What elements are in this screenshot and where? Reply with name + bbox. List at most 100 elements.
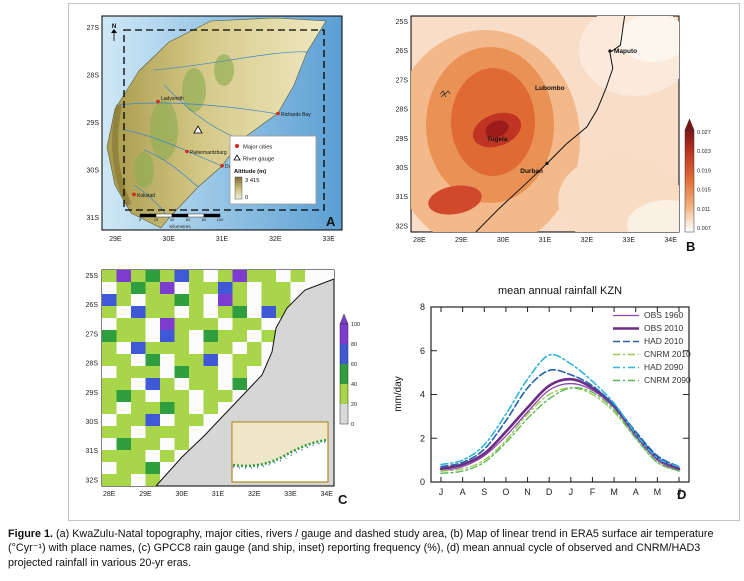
grid-cell — [247, 270, 262, 282]
legend-river-gauge-label: River gauge — [243, 157, 274, 163]
tick-label: J — [569, 487, 574, 497]
grid-cell — [102, 294, 117, 306]
grid-cell — [145, 462, 160, 474]
legend-label: CNRM 2010 — [644, 349, 691, 359]
caption-text: (a) KwaZulu-Natal topography, major citi… — [8, 528, 714, 569]
tick-label: 32E — [581, 237, 594, 244]
grid-cell — [218, 270, 233, 282]
tick-label: 0.019 — [697, 168, 711, 174]
grid-cell — [203, 354, 218, 366]
grid-cell — [102, 342, 117, 354]
grid-cell — [160, 426, 175, 438]
grid-cell — [203, 282, 218, 294]
tick-label: 29E — [109, 236, 122, 243]
grid-cell — [232, 306, 247, 318]
place-label-lubombo: Lubombo — [535, 85, 565, 92]
legend-line-sample — [613, 379, 639, 381]
tick-label: 32S — [396, 223, 409, 230]
grid-cell — [116, 354, 131, 366]
grid-cell — [116, 390, 131, 402]
tick-label: 26S — [86, 302, 99, 309]
tick-label: 31E — [216, 236, 229, 243]
grid-cell — [203, 390, 218, 402]
grid-cell — [261, 306, 276, 318]
grid-cell — [145, 426, 160, 438]
grid-cell — [160, 306, 175, 318]
grid-cell — [160, 402, 175, 414]
tick-label: 31S — [396, 194, 409, 201]
grid-cell — [145, 306, 160, 318]
grid-cell — [145, 354, 160, 366]
durban-dot — [545, 161, 549, 165]
inset-coast-gauges-green — [232, 438, 328, 468]
tick-label: O — [502, 487, 509, 497]
legend-river-gauge-triangle-icon — [233, 154, 241, 161]
grid-cell — [174, 438, 189, 450]
panel-b-y-ticks: 25S 26S 27S 28S 29S 30S 31S 32S — [396, 19, 409, 230]
grid-cell — [174, 330, 189, 342]
tick-label: 29S — [86, 390, 99, 397]
grid-cell — [218, 342, 233, 354]
land-layer — [106, 17, 327, 229]
grid-cell — [232, 270, 247, 282]
tick-label: M — [654, 487, 662, 497]
legend-item: OBS 2010 — [613, 323, 691, 333]
series-line-obs-1960 — [440, 382, 680, 472]
tick-label: 40 — [351, 382, 357, 388]
tick-label: 31E — [539, 237, 552, 244]
tick-label: 25S — [86, 273, 99, 280]
north-label: N — [112, 24, 116, 30]
maputo-dot — [608, 49, 612, 53]
grid-cell — [131, 318, 146, 330]
grid-cell — [276, 282, 291, 294]
grid-cell — [145, 366, 160, 378]
rivers — [118, 51, 308, 219]
grid-cell — [145, 270, 160, 282]
tick-label: 29S — [396, 136, 409, 143]
grid-cell — [247, 342, 262, 354]
grid-cell — [174, 426, 189, 438]
tick-label: 0 — [351, 422, 354, 428]
grid-cell — [131, 390, 146, 402]
legend-altitude-max: 3 415 — [245, 178, 260, 184]
tick-label: 0.023 — [697, 149, 711, 155]
legend-item: CNRM 2090 — [613, 375, 691, 385]
frequency-colorbar-labels: 100 80 60 40 20 0 — [351, 322, 360, 428]
grid-cell — [145, 282, 160, 294]
legend-line-sample — [613, 326, 639, 330]
grid-cell — [218, 282, 233, 294]
panel-c-x-ticks: 28E 29E 30E 31E 32E 33E 34E — [103, 491, 333, 498]
grid-cell — [145, 402, 160, 414]
scalebar: 0 20 40 60 80 100 Kilometres — [139, 213, 224, 229]
grid-cell — [189, 270, 204, 282]
grid-cell — [160, 342, 175, 354]
trend-contours — [411, 16, 679, 232]
kzn-land-polygon — [106, 17, 327, 229]
grid-cell — [116, 318, 131, 330]
tick-label: 0.007 — [697, 226, 711, 232]
trend-colorbar: 0.027 0.023 0.019 0.015 0.011 0.007 — [684, 118, 711, 233]
legend-item: HAD 2010 — [613, 336, 691, 346]
grid-cell — [203, 378, 218, 390]
tick-label: J — [677, 487, 682, 497]
grid-cell — [145, 438, 160, 450]
city-dot-richards-bay — [276, 111, 280, 116]
legend-major-cities-label: Major cities — [243, 145, 272, 151]
tick-label: 28S — [87, 73, 100, 80]
tick-label: 2 — [420, 433, 425, 443]
grid-cell — [218, 390, 233, 402]
grid-cell — [174, 402, 189, 414]
grid-cell — [203, 366, 218, 378]
legend-label: OBS 2010 — [644, 323, 684, 333]
contour-southwest-blob — [428, 185, 482, 215]
tick-label: 28E — [413, 237, 426, 244]
panel-a-canvas: N Ladysmith Richards Bay Pietermaritzbur… — [87, 15, 343, 243]
legend-label: OBS 1960 — [644, 310, 684, 320]
tick-label: 80 — [351, 342, 357, 348]
panel-a-label: A — [326, 214, 336, 229]
mountain-hatch-icon — [439, 90, 451, 98]
city-label-pietermaritzburg: Pietermaritzburg — [190, 150, 227, 156]
tick-label: 32E — [248, 491, 261, 498]
grid-cell — [247, 354, 262, 366]
